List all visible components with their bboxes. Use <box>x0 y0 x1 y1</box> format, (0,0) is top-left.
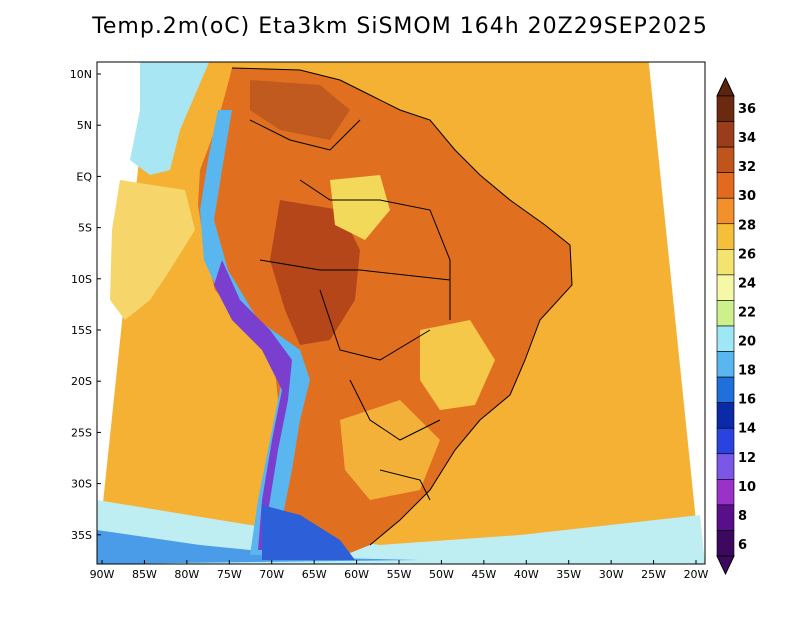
patagonia-cold <box>262 505 355 560</box>
colorbar-label: 28 <box>738 218 756 233</box>
colorbar-label: 18 <box>738 364 756 379</box>
lon-label: 40W <box>514 568 539 581</box>
colorbar-segment <box>716 530 735 557</box>
colorbar-segment <box>716 274 735 301</box>
colorbar-label: 22 <box>738 305 756 320</box>
colorbar-label: 24 <box>738 276 756 291</box>
longitude-axis: 90W 85W 80W 75W 70W 65W 60W 55W 50W 45W 40W 35W 30W 2… <box>90 560 709 581</box>
lon-label: 35W <box>556 568 581 581</box>
lon-label: 25W <box>641 568 666 581</box>
lon-label: 45W <box>471 568 496 581</box>
lat-label: 5S <box>78 222 92 235</box>
colorbar-segment <box>716 504 735 531</box>
country-borders <box>231 67 573 546</box>
colorbar-segment <box>716 121 735 148</box>
lat-label: 10N <box>70 68 92 81</box>
colorbar-segment <box>716 249 735 276</box>
colorbar-label: 10 <box>738 480 756 495</box>
lon-label: 20W <box>684 568 709 581</box>
lon-label: 75W <box>217 568 242 581</box>
lon-label: 65W <box>302 568 327 581</box>
temperature-field <box>97 62 705 564</box>
colorbar: 36 34 32 30 28 26 24 22 20 18 16 14 12 10 8 6 <box>716 76 756 576</box>
colorbar-label: 8 <box>738 509 747 524</box>
plot-frame <box>96 61 706 565</box>
highland-patch-2 <box>420 320 495 410</box>
hot-interior <box>270 200 360 345</box>
south-cold-belt <box>97 500 705 564</box>
lon-label: 90W <box>90 568 115 581</box>
colorbar-arrow-bottom <box>716 555 735 576</box>
pacific-cool-zone <box>130 62 210 175</box>
colorbar-segment <box>716 427 735 455</box>
latitude-axis: 10N 5N EQ 5S 10S 15S 20S 25S 30S 35S <box>70 68 101 542</box>
colorbar-label: 14 <box>738 422 756 437</box>
lon-label: 55W <box>387 568 412 581</box>
colorbar-label: 26 <box>738 247 756 262</box>
lat-label: 10S <box>71 273 92 286</box>
colorbar-label: 36 <box>738 102 756 117</box>
andes-very-cold <box>214 260 292 550</box>
colorbar-segment <box>716 351 735 378</box>
colorbar-segment <box>716 402 735 429</box>
lon-label: 50W <box>429 568 454 581</box>
colorbar-arrow-top <box>716 76 735 97</box>
colorbar-segment <box>716 300 735 327</box>
colorbar-segment <box>716 223 735 250</box>
colorbar-segment <box>716 325 735 352</box>
lat-label: 20S <box>71 375 92 388</box>
lon-label: 70W <box>259 568 284 581</box>
colorbar-label: 34 <box>738 131 756 146</box>
highland-patch-3 <box>340 400 440 500</box>
colorbar-segment <box>716 453 735 480</box>
south-very-cold-belt <box>97 530 420 564</box>
colorbar-label: 30 <box>738 189 756 204</box>
lat-label: 35S <box>71 529 92 542</box>
lon-label: 80W <box>174 568 199 581</box>
colorbar-segment <box>716 479 735 506</box>
colorbar-label: 12 <box>738 451 756 466</box>
lat-label: 25S <box>71 426 92 439</box>
lon-label: 60W <box>344 568 369 581</box>
lon-label: 85W <box>132 568 157 581</box>
lat-label: EQ <box>76 170 92 183</box>
lat-label: 30S <box>71 478 92 491</box>
colorbar-segment <box>716 376 735 403</box>
pacific-warm-zone <box>110 180 195 320</box>
colorbar-label: 16 <box>738 393 756 408</box>
hot-north <box>250 80 350 140</box>
colorbar-segment <box>716 172 735 199</box>
colorbar-label: 32 <box>738 160 756 175</box>
colorbar-segment <box>716 95 735 122</box>
map-title: Temp.2m(oC) Eta3km SiSMOM 164h 20Z29SEP2… <box>92 14 708 39</box>
lat-label: 15S <box>71 324 92 337</box>
lon-label: 30W <box>599 568 624 581</box>
colorbar-label: 20 <box>738 335 756 350</box>
colorbar-segment <box>716 146 735 173</box>
colorbar-segment <box>716 197 735 225</box>
highland-patch-1 <box>330 175 390 240</box>
lat-label: 5N <box>77 119 92 132</box>
colorbar-label: 6 <box>738 538 747 553</box>
